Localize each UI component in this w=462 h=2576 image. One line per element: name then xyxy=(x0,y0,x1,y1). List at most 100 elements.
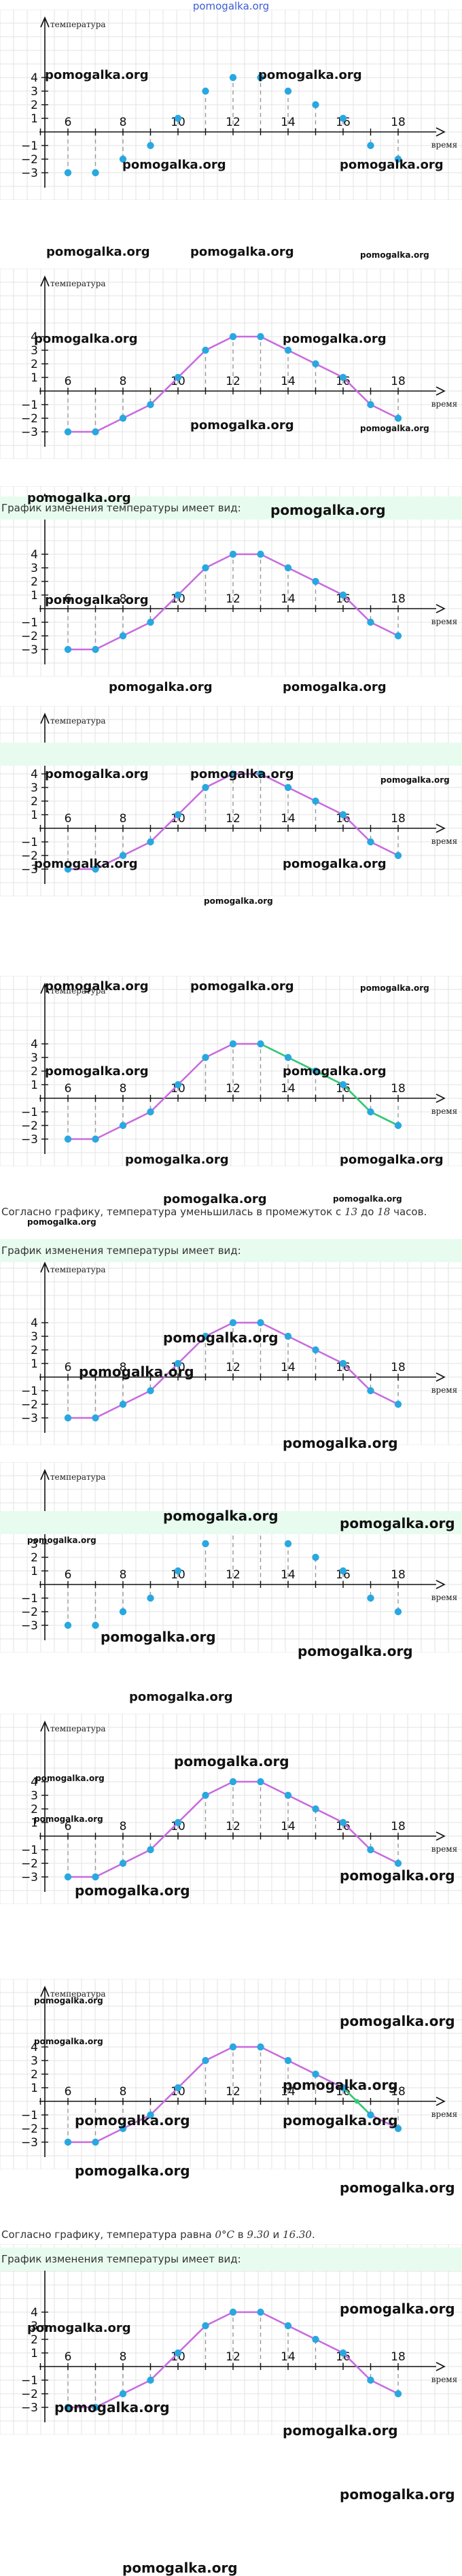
data-points xyxy=(64,1040,402,1143)
y-tick-label: −1 xyxy=(21,139,38,153)
y-tick-label: 2 xyxy=(31,2333,38,2347)
data-point-16 xyxy=(339,373,347,382)
y-tick-label: −2 xyxy=(21,1398,38,1412)
data-point-12 xyxy=(229,770,237,778)
y-tick-label: 2 xyxy=(31,99,38,112)
x-axis-label: время xyxy=(431,1385,457,1395)
y-tick-label: 4 xyxy=(31,1776,38,1789)
data-point-11 xyxy=(202,2322,209,2330)
y-tick-label: −2 xyxy=(21,153,38,167)
intro-text: График изменения температуры имеет вид: xyxy=(1,502,241,514)
data-point-13 xyxy=(257,2043,264,2051)
temperature-chart-1: температура время 4 3 2 1 −1 −2 −3 6 8 10 12 14 16 18 xyxy=(0,10,462,200)
y-tick-label: −3 xyxy=(21,2136,38,2150)
highlight-band-5: График изменения температуры имеет вид: xyxy=(0,2248,462,2271)
zero-crossing-point xyxy=(354,2099,359,2104)
x-tick-label: 6 xyxy=(65,1082,72,1096)
x-tick-label: 6 xyxy=(65,1361,72,1374)
data-point-18 xyxy=(394,851,402,860)
y-tick-label: 2 xyxy=(31,2068,38,2082)
data-point-9 xyxy=(147,1846,154,1854)
x-tick-label: 12 xyxy=(226,1082,241,1096)
x-tick-label: 6 xyxy=(65,592,72,606)
y-tick-label: 2 xyxy=(31,1803,38,1816)
y-tick-label: −3 xyxy=(21,426,38,439)
y-axis-arrow xyxy=(40,982,50,994)
data-point-18 xyxy=(394,1608,402,1616)
y-tick-label: −3 xyxy=(21,1412,38,1425)
y-tick-label: 4 xyxy=(31,768,38,781)
x-tick-label: 16 xyxy=(336,1361,351,1374)
y-axis-arrow xyxy=(40,16,50,28)
data-point-10 xyxy=(174,373,182,382)
x-tick-label: 10 xyxy=(171,1361,185,1374)
data-point-12 xyxy=(229,73,237,82)
x-tick-label: 18 xyxy=(391,116,406,129)
y-axis-arrow xyxy=(40,1720,50,1732)
x-tick-label: 6 xyxy=(65,1568,72,1582)
x-tick-label: 8 xyxy=(120,1361,127,1374)
data-point-9 xyxy=(147,2111,154,2119)
data-point-6 xyxy=(64,1621,72,1629)
data-point-14 xyxy=(284,87,292,95)
data-point-9 xyxy=(147,838,154,846)
x-tick-label: 18 xyxy=(391,1082,406,1096)
x-tick-label: 12 xyxy=(226,2350,241,2364)
data-point-12 xyxy=(229,1778,237,1786)
y-tick-label: −3 xyxy=(21,1619,38,1633)
y-tick-label: 3 xyxy=(31,781,38,795)
y-tick-label: −2 xyxy=(21,2122,38,2136)
temperature-chart-9: температура время 4 3 2 1 −1 −2 −3 6 8 10 12 14 16 18 xyxy=(0,1979,462,2169)
data-point-18 xyxy=(394,1400,402,1408)
data-point-9 xyxy=(147,618,154,626)
data-point-6 xyxy=(64,1135,72,1143)
y-tick-label: 1 xyxy=(31,1357,38,1371)
data-point-7 xyxy=(92,1135,99,1143)
x-tick-label: 16 xyxy=(336,592,351,606)
x-tick-label: 8 xyxy=(120,1082,127,1096)
x-axis-label: время xyxy=(431,140,457,150)
y-tick-label: −3 xyxy=(21,863,38,877)
x-tick-label: 6 xyxy=(65,375,72,388)
data-point-12 xyxy=(229,550,237,558)
watermark: pomogalka.org xyxy=(204,896,273,906)
data-point-9 xyxy=(147,401,154,409)
temperature-chart-5: температура время 4 3 2 1 −1 −2 −3 6 8 10 12 14 16 18 xyxy=(0,976,462,1166)
data-point-15 xyxy=(312,1346,319,1354)
data-point-8 xyxy=(119,2124,127,2133)
y-tick-label: 1 xyxy=(31,1079,38,1092)
temperature-chart-4: температура время 4 3 2 1 −1 −2 −3 6 8 10 12 14 16 18 xyxy=(0,706,462,896)
data-point-8 xyxy=(119,155,127,163)
data-point-10 xyxy=(174,114,182,122)
data-point-18 xyxy=(394,1859,402,1867)
data-point-16 xyxy=(339,114,347,122)
highlight-band-4 xyxy=(0,1511,462,1534)
y-tick-label: 4 xyxy=(31,1317,38,1330)
data-point-16 xyxy=(339,591,347,599)
y-axis-arrow xyxy=(40,275,50,287)
data-point-10 xyxy=(174,1359,182,1368)
x-tick-label: 12 xyxy=(226,116,241,129)
decrease-note: Согласно графику, температура уменьшилас… xyxy=(1,1206,427,1218)
x-tick-label: 8 xyxy=(120,1568,127,1582)
x-tick-label: 14 xyxy=(281,375,296,388)
data-point-11 xyxy=(202,2056,209,2065)
y-axis-label: температура xyxy=(50,986,106,996)
x-axis-label: время xyxy=(431,2109,457,2119)
x-tick-label: 10 xyxy=(171,592,185,606)
grid xyxy=(0,269,462,459)
data-point-17 xyxy=(367,2111,374,2119)
data-points xyxy=(64,1319,402,1422)
y-tick-label: −3 xyxy=(21,1871,38,1884)
data-point-8 xyxy=(119,1121,127,1130)
data-point-15 xyxy=(312,797,319,805)
x-tick-label: 8 xyxy=(120,812,127,826)
x-axis-arrow xyxy=(436,824,446,833)
data-point-17 xyxy=(367,2376,374,2384)
data-point-10 xyxy=(174,1818,182,1827)
data-point-14 xyxy=(284,1540,292,1548)
